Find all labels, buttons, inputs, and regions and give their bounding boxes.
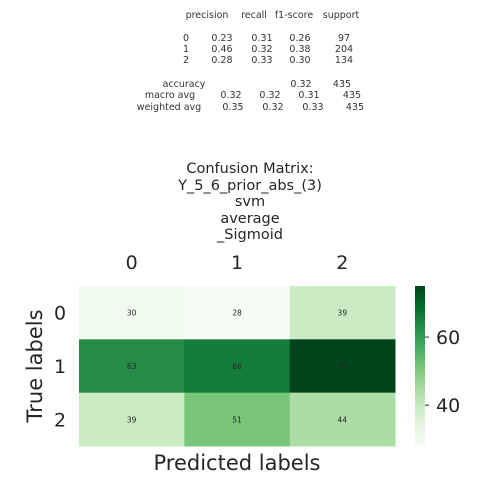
heatmap-cell: [184, 392, 291, 447]
cell-value-label: 63: [127, 362, 137, 371]
cell-value-label: 39: [338, 309, 348, 318]
cell-value-label: 28: [232, 309, 242, 318]
heatmap-cell: [289, 286, 396, 340]
heatmap-cell: [289, 392, 396, 447]
report-weighted-value: 0.32: [262, 102, 283, 113]
report-macro-value: 0.32: [220, 90, 241, 101]
report-row-value: 0.38: [289, 44, 310, 55]
chart-title-line: Confusion Matrix:: [186, 161, 314, 177]
colorbar-tick-label: 40: [436, 395, 460, 417]
chart-title-line: svm: [234, 194, 266, 210]
report-row-value: 0.33: [251, 55, 272, 66]
x-axis-label: Predicted labels: [153, 451, 320, 475]
report-row-value: 134: [335, 55, 353, 66]
report-header-recall: recall: [241, 10, 267, 21]
report-weighted-value: 0.33: [302, 102, 323, 113]
report-weighted-value: 0.35: [222, 102, 243, 113]
y-tick-label: 0: [54, 303, 66, 325]
report-accuracy-label: accuracy: [163, 79, 206, 90]
cell-value-label: 75: [338, 362, 348, 371]
cell-value-label: 30: [127, 309, 137, 318]
x-tick-label: 2: [336, 252, 348, 274]
colorbar: [415, 286, 425, 446]
report-row-value: 97: [338, 33, 350, 44]
report-row-value: 0.46: [211, 44, 232, 55]
cell-value-label: 51: [232, 415, 242, 424]
heatmap-cell: [289, 339, 396, 394]
report-macro-value: 0.32: [259, 90, 280, 101]
report-macro-value: 0.31: [298, 90, 319, 101]
report-header-f1-score: f1-score: [275, 10, 313, 21]
report-header-precision: precision: [186, 10, 229, 21]
heatmap-cell: [79, 339, 185, 394]
heatmap-cell: [79, 286, 185, 340]
report-accuracy-value: 0.32: [290, 79, 311, 90]
report-row-label: 0: [183, 33, 189, 44]
report-header-support: support: [323, 10, 360, 21]
chart-title-line: _Sigmoid: [217, 227, 283, 243]
report-row-value: 0.31: [251, 33, 272, 44]
report-weighted-label: weighted avg: [137, 102, 201, 113]
chart-title: Confusion Matrix: Y_5_6_prior_abs_(3) sv…: [0, 161, 500, 244]
report-macro-value: 435: [343, 90, 361, 101]
report-row-label: 2: [183, 55, 189, 66]
y-axis-label: True labels: [23, 309, 47, 423]
colorbar-tick-label: 60: [436, 327, 460, 349]
x-tick-label: 0: [126, 252, 138, 274]
heatmap-cell: [184, 339, 291, 394]
chart-title-line: Y_5_6_prior_abs_(3): [178, 177, 322, 194]
chart-title-line: average: [220, 210, 280, 227]
heatmap-cell: [184, 286, 291, 340]
report-weighted-value: 435: [346, 102, 364, 113]
cell-value-label: 39: [127, 415, 137, 424]
report-row-value: 0.26: [289, 33, 310, 44]
y-tick-label: 1: [54, 356, 66, 378]
report-row-label: 1: [183, 44, 189, 55]
report-row-value: 0.32: [251, 44, 272, 55]
heatmap-cell: [79, 392, 185, 447]
report-accuracy-support: 435: [333, 79, 351, 90]
classification-report: precision recall f1-score support 0 0.23…: [137, 10, 364, 113]
y-tick-label: 2: [54, 409, 66, 431]
report-row-value: 0.30: [289, 55, 310, 66]
x-tick-label: 1: [231, 252, 243, 274]
report-row-value: 0.23: [211, 33, 232, 44]
report-row-value: 0.28: [211, 55, 232, 66]
report-macro-label: macro avg: [145, 90, 195, 101]
cell-value-label: 66: [232, 362, 242, 371]
cell-value-label: 44: [338, 415, 348, 424]
report-row-value: 204: [335, 44, 353, 55]
